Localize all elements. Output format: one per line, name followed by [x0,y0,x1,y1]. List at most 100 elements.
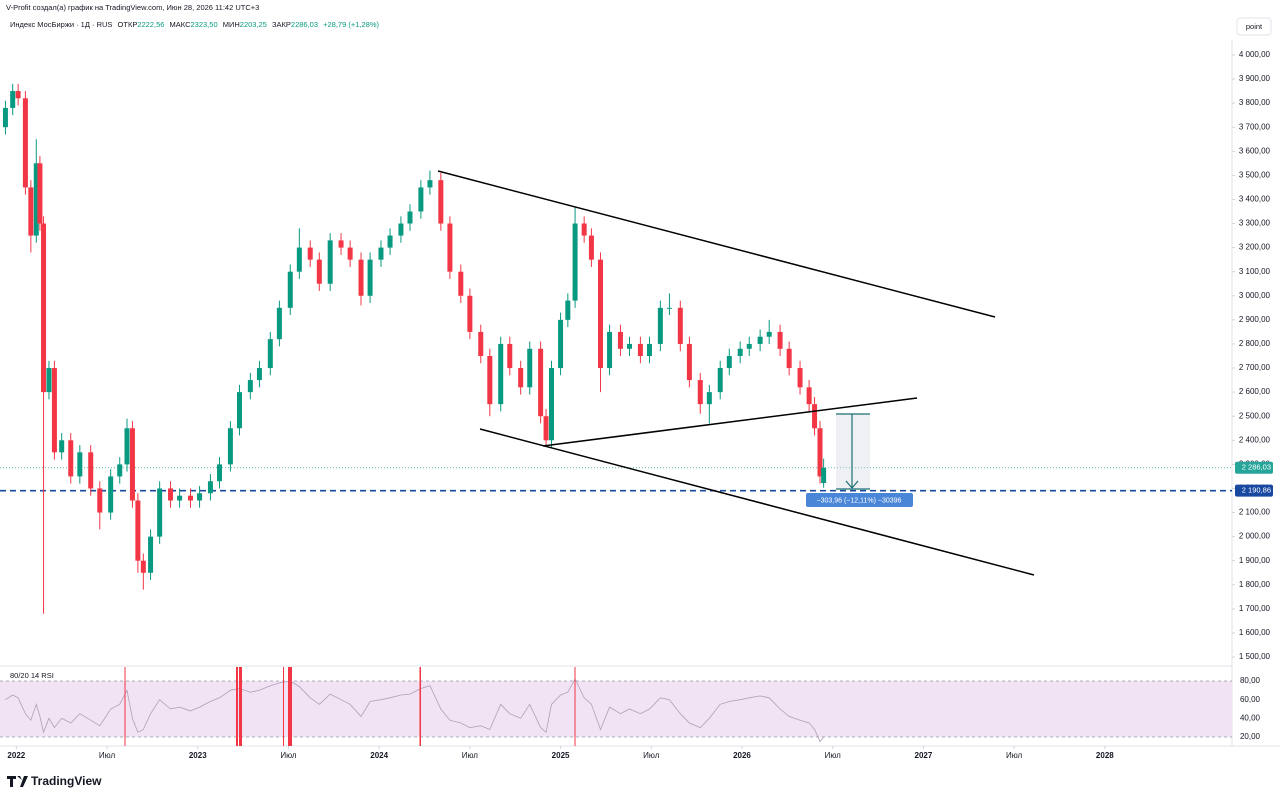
rsi-tick-label: 60,00 [1240,695,1261,704]
x-tick-label: 2024 [370,751,388,760]
candle-body [498,343,504,405]
candle-body [726,355,732,369]
candle-body [59,440,65,453]
candle-body [347,247,353,260]
y-tick-label: 3 800,00 [1239,98,1271,107]
candle-body [706,392,712,405]
y-tick-label: 2 000,00 [1239,532,1271,541]
candle-body [717,368,723,393]
candle-body [287,271,293,308]
measure-label: −303,96 (−12,11%) −30396 [817,497,902,504]
change: +28,79 (+1,28%) [323,20,379,29]
candle-body [812,404,818,429]
measure-label-box [806,493,913,507]
candle-body [197,493,203,501]
candle-body [10,91,16,108]
candle-body [358,259,364,296]
signal-marker [288,667,292,746]
candle-body [367,259,373,296]
measure-box [836,414,870,489]
candle-body [398,223,404,236]
x-tick-label: Июл [99,751,116,760]
candle-body [581,223,587,236]
x-tick-label: 2028 [1096,751,1114,760]
y-tick-label: 3 200,00 [1239,243,1271,252]
candle-body [77,452,83,477]
candle-body [697,380,703,405]
candle-body [256,368,262,381]
candle-body [418,187,424,212]
price-pane: 1 500,00 1 600,00 1 700,00 1 800,00 1 900,00… [0,50,1273,661]
candle-body [617,331,623,349]
candle-body [129,428,135,501]
candle-body [33,163,39,236]
close-label: ЗАКР [272,20,291,29]
candle-body [68,440,74,477]
y-tick-label: 1 700,00 [1239,604,1271,613]
candle-body [627,343,633,349]
signal-marker [283,667,284,746]
candle-body [407,211,413,224]
open-label: ОТКР [118,20,138,29]
price-label-box [1235,484,1273,497]
drawings: −303,96 (−12,11%) −30396 [437,170,1035,576]
candle-body [117,464,123,477]
rsi-title: 80/20 14 RSI [10,671,54,680]
candle-body [467,295,473,332]
candle-body [597,259,603,369]
y-tick-label: 3 500,00 [1239,170,1271,179]
candle-body [108,476,114,513]
candle-body [565,300,571,320]
candle-body [148,536,154,573]
logo-mark [7,776,28,787]
candle-body [487,355,493,405]
y-tick-label: 4 000,00 [1239,50,1271,59]
y-tick-label: 2 900,00 [1239,315,1271,324]
candle-body [458,271,464,296]
point-button[interactable] [1236,17,1272,36]
x-tick-label: 2023 [189,751,207,760]
rsi-pane: 80/20 14 RSI 20,00 40,00 60,00 80,00 [0,671,1261,743]
y-tick-label: 1 500,00 [1239,652,1271,661]
y-tick-label: 2 400,00 [1239,435,1271,444]
legend: Индекс МосБиржи · 1Д · RUS ОТКР2222,56 М… [10,20,380,29]
y-tick-label: 3 100,00 [1239,267,1271,276]
y-tick-label: 2 100,00 [1239,508,1271,517]
y-tick-label: 3 300,00 [1239,219,1271,228]
candle-body [806,387,812,405]
x-tick-label: 2025 [552,751,570,760]
price-label: 2 286,03 [1242,463,1271,472]
point-button-label[interactable]: point [1246,22,1263,31]
candle-body [327,240,333,284]
candle-body [786,348,792,369]
logo-text: TradingView [31,774,102,788]
candle-body [821,467,827,484]
candle-body [527,348,533,388]
y-tick-label: 1 600,00 [1239,628,1271,637]
y-tick-label: 3 000,00 [1239,291,1271,300]
candle-body [478,331,484,356]
candle-body [737,348,743,356]
candle-body [28,187,34,236]
candle-body [236,392,242,429]
rsi-signals [124,667,576,746]
candle-body [37,163,43,224]
candle-body [766,331,772,337]
candle-body [558,319,564,369]
candle-body [177,495,183,501]
rsi-line [5,678,824,743]
y-tick-label: 2 700,00 [1239,363,1271,372]
rsi-tick-label: 40,00 [1240,713,1261,722]
candle-body [646,343,652,356]
candle-body [777,331,783,349]
price-label: 2 190,86 [1242,486,1271,495]
y-tick-label: 2 800,00 [1239,339,1271,348]
signal-marker [574,667,576,746]
x-tick-label: Июл [1006,751,1023,760]
signal-marker [236,667,238,746]
x-tick-label: 2027 [915,751,933,760]
candle-body [227,428,233,465]
high-value: 2323,50 [191,20,218,29]
high-label: МАКС [170,20,192,29]
